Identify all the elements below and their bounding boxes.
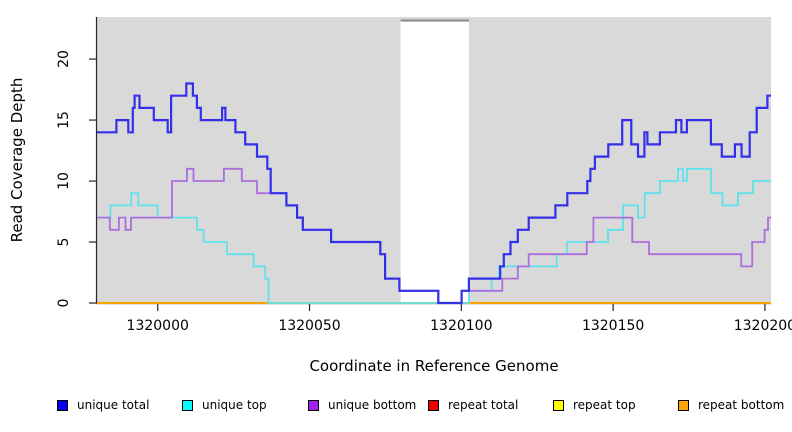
x-tick-label: 1320200 (733, 318, 792, 334)
y-tick-label: 15 (56, 111, 72, 129)
legend-swatch-icon (182, 399, 193, 411)
legend-label: unique bottom (328, 398, 417, 412)
legend-swatch-icon (553, 399, 564, 411)
gap-band (400, 19, 469, 303)
legend-swatch-icon (57, 399, 68, 411)
legend-label: repeat top (573, 398, 636, 412)
legend-item-unique-total: unique total (57, 396, 149, 414)
legend-label: unique total (77, 398, 150, 412)
legend-label: repeat bottom (698, 398, 785, 412)
y-tick-label: 5 (56, 237, 72, 247)
legend-swatch-icon (428, 399, 439, 411)
legend-item-repeat-top: repeat top (553, 396, 636, 414)
y-tick-label: 10 (56, 172, 72, 190)
legend-label: unique top (202, 398, 267, 412)
x-tick-label: 1320000 (126, 318, 189, 334)
y-tick-label: 0 (56, 298, 72, 308)
y-axis-title: Read Coverage Depth (8, 77, 26, 243)
legend-label: repeat total (448, 398, 519, 412)
legend-item-unique-top: unique top (182, 396, 267, 414)
legend-swatch-icon (678, 399, 689, 411)
series-line-unique-top (97, 167, 771, 304)
chart-legend: unique total unique top unique bottom repea… (0, 396, 792, 416)
legend-item-unique-bottom: unique bottom (308, 396, 416, 414)
y-tick-label: 20 (56, 50, 72, 68)
x-tick-label: 1320100 (430, 318, 493, 334)
x-tick-label: 1320150 (581, 318, 645, 334)
x-tick-label: 1320050 (278, 318, 341, 334)
x-axis-title: Coordinate in Reference Genome (309, 357, 559, 375)
legend-item-repeat-bottom: repeat bottom (678, 396, 784, 414)
series-line-unique-total (97, 82, 771, 305)
legend-swatch-icon (308, 399, 319, 411)
legend-item-repeat-total: repeat total (428, 396, 518, 414)
